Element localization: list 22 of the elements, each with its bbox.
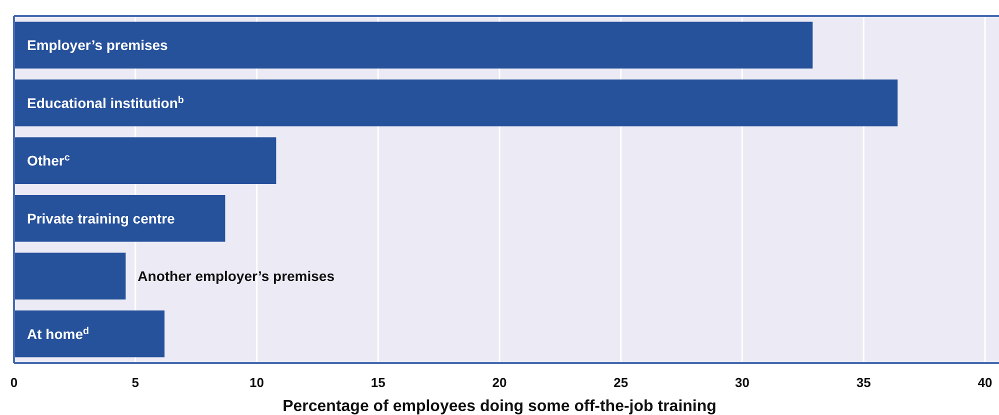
x-tick-label: 20: [492, 375, 507, 390]
x-tick-label: 35: [856, 375, 871, 390]
y-tick-label: Another employer’s premises: [138, 268, 335, 284]
bar: [14, 22, 813, 69]
x-axis-title: Percentage of employees doing some off-the-job training: [282, 398, 716, 415]
bar: [14, 137, 276, 184]
y-tick-label: Private training centre: [27, 210, 176, 226]
x-tick-label: 25: [614, 375, 628, 390]
x-tick-label: 0: [10, 375, 18, 390]
bar: [14, 252, 126, 300]
x-tick-label: 15: [370, 375, 386, 390]
bar: [14, 194, 226, 242]
x-tick-label: 5: [132, 375, 139, 390]
bar: [14, 310, 165, 358]
y-tick-label: Educational institution$^{b}$: [27, 94, 184, 111]
x-tick-label: 30: [735, 375, 750, 390]
y-tick-label: At home$^{d}$: [27, 325, 89, 342]
bar: [14, 80, 898, 126]
y-tick-label: Other$^{c}$: [27, 152, 70, 169]
x-tick-label: 40: [978, 375, 992, 390]
y-tick-label: Employer’s premises: [27, 37, 168, 54]
x-tick-label: 10: [250, 375, 264, 390]
